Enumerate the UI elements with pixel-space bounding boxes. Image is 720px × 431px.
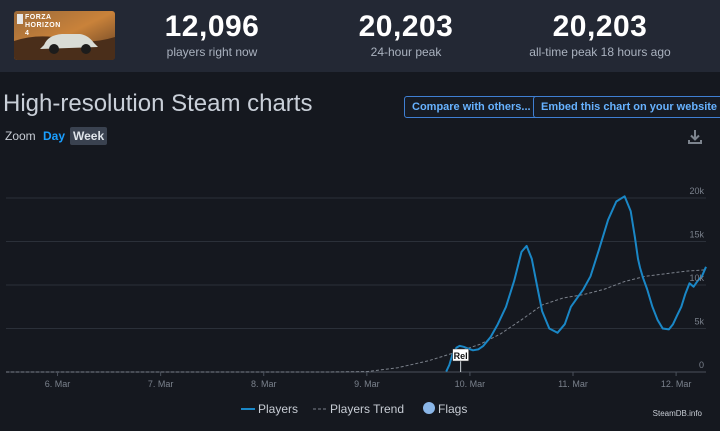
game-thumbnail-art bbox=[14, 11, 115, 60]
all-time-peak-value: 20,203 bbox=[552, 10, 648, 43]
game-thumbnail[interactable]: FORZA HORIZON 4 bbox=[14, 11, 115, 60]
chart-legend: Players Players Trend Flags bbox=[241, 402, 467, 416]
logo-mark bbox=[17, 14, 23, 24]
download-icon[interactable] bbox=[687, 129, 703, 145]
players-now-label: players right now bbox=[166, 45, 258, 59]
players-now-value: 12,096 bbox=[164, 10, 260, 43]
embed-chart-button[interactable]: Embed this chart on your website bbox=[533, 96, 720, 118]
y-tick-label: 10k bbox=[689, 273, 704, 283]
x-tick-label: 7. Mar bbox=[148, 379, 174, 389]
legend-trend-label: Players Trend bbox=[330, 402, 404, 416]
stat-24h-peak: 20,203 24-hour peak bbox=[316, 10, 496, 59]
y-tick-label: 0 bbox=[699, 360, 704, 370]
zoom-label: Zoom bbox=[5, 129, 36, 143]
stat-current: 12,096 players right now bbox=[122, 10, 302, 59]
legend-item-players[interactable]: Players bbox=[241, 402, 298, 416]
x-tick-label: 9. Mar bbox=[354, 379, 380, 389]
game-logo-text: FORZA HORIZON 4 bbox=[25, 14, 61, 37]
peak-24h-value: 20,203 bbox=[358, 10, 454, 43]
y-axis-ticks: 0 5k 10k 15k 20k bbox=[689, 186, 704, 370]
zoom-day-button[interactable]: Day bbox=[43, 129, 66, 143]
x-tick-label: 8. Mar bbox=[251, 379, 277, 389]
chart-credit[interactable]: SteamDB.info bbox=[653, 409, 703, 418]
x-axis-ticks: 6. Mar 7. Mar 8. Mar 9. Mar 10. Mar 11. Mar 12… bbox=[45, 372, 692, 389]
flag-dot-icon bbox=[423, 402, 435, 414]
peak-24h-label: 24-hour peak bbox=[370, 45, 442, 59]
players-series bbox=[445, 195, 707, 373]
stat-all-time-peak: 20,203 all-time peak 18 hours ago bbox=[510, 10, 690, 59]
x-tick-label: 12. Mar bbox=[661, 379, 692, 389]
page-title: High-resolution Steam charts bbox=[3, 90, 313, 117]
y-tick-label: 15k bbox=[689, 230, 704, 240]
players-line bbox=[445, 195, 707, 373]
legend-item-flags[interactable]: Flags bbox=[423, 402, 467, 416]
grid-lines bbox=[6, 197, 706, 373]
players-trend-line bbox=[6, 269, 707, 373]
zoom-week-button[interactable]: Week bbox=[70, 127, 108, 145]
flag-box bbox=[452, 348, 469, 362]
y-tick-label: 20k bbox=[689, 186, 704, 196]
compare-button[interactable]: Compare with others... bbox=[404, 96, 539, 118]
flag-label: Rel bbox=[454, 351, 468, 361]
legend-players-label: Players bbox=[258, 402, 298, 416]
flag-markers: Rel bbox=[452, 348, 469, 372]
legend-flags-label: Flags bbox=[438, 402, 467, 416]
x-tick-label: 10. Mar bbox=[455, 379, 486, 389]
legend-item-players-trend[interactable]: Players Trend bbox=[313, 402, 404, 416]
y-tick-label: 5k bbox=[694, 317, 704, 327]
x-tick-label: 6. Mar bbox=[45, 379, 71, 389]
all-time-peak-label: all-time peak 18 hours ago bbox=[529, 45, 671, 59]
player-count-chart: Rel 6. Mar 7. Mar 8. Mar 9. Mar 10. Mar 11. M… bbox=[6, 186, 707, 418]
stats-bar: FORZA HORIZON 4 12,096 players right now… bbox=[0, 0, 720, 72]
trend-series bbox=[6, 269, 707, 373]
x-tick-label: 11. Mar bbox=[558, 379, 588, 389]
